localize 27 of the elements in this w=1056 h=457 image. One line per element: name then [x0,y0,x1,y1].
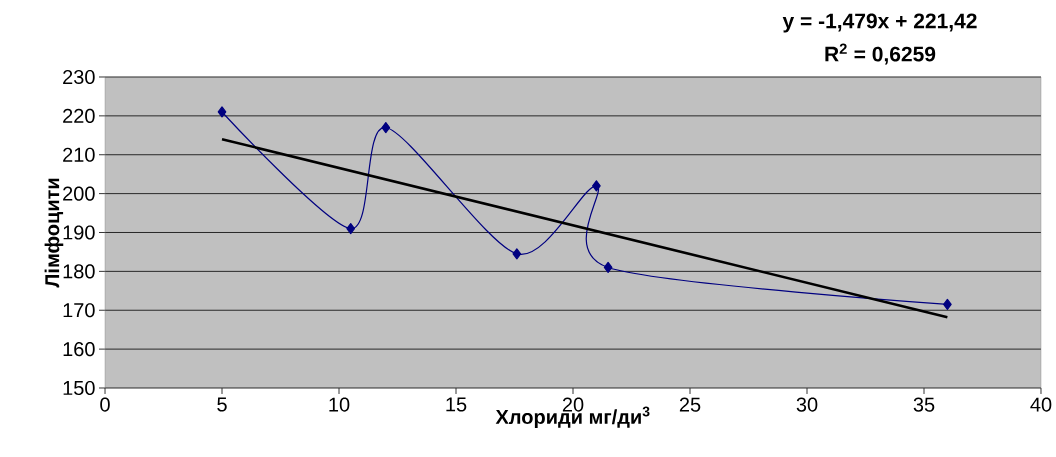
y-tick-label: 170 [63,303,95,318]
x-tick-label: 0 [100,397,110,412]
x-tick-label: 30 [796,397,818,412]
point [592,180,601,192]
y-tick-label: 230 [63,69,95,85]
text: y = -1,479x + 221,42 [782,13,977,33]
point [512,248,522,260]
y-tick-label: 200 [63,186,95,201]
y-tick-label: 150 [63,380,95,396]
y-tick-label: 210 [63,147,95,162]
y-tick-label: 180 [63,264,95,279]
text: R$^{2}$ = 0,6259 [825,43,936,65]
y-axis-title: Лімфоцити [44,178,64,288]
x-tick-label: 25 [679,397,701,412]
point [943,298,952,310]
x-tick-label: 40 [1030,397,1052,412]
y-tick-label: 160 [63,342,95,357]
point [217,106,227,118]
y-tick-label: 220 [63,108,95,123]
y-tick-label: 190 [63,225,95,240]
x-tick-label: 5 [217,397,227,412]
point [381,121,391,134]
point [603,261,613,274]
point [346,223,356,235]
x-tick-label: 35 [913,397,935,412]
x-tick-label: 15 [446,397,467,412]
x-tick-label: 10 [329,397,350,412]
